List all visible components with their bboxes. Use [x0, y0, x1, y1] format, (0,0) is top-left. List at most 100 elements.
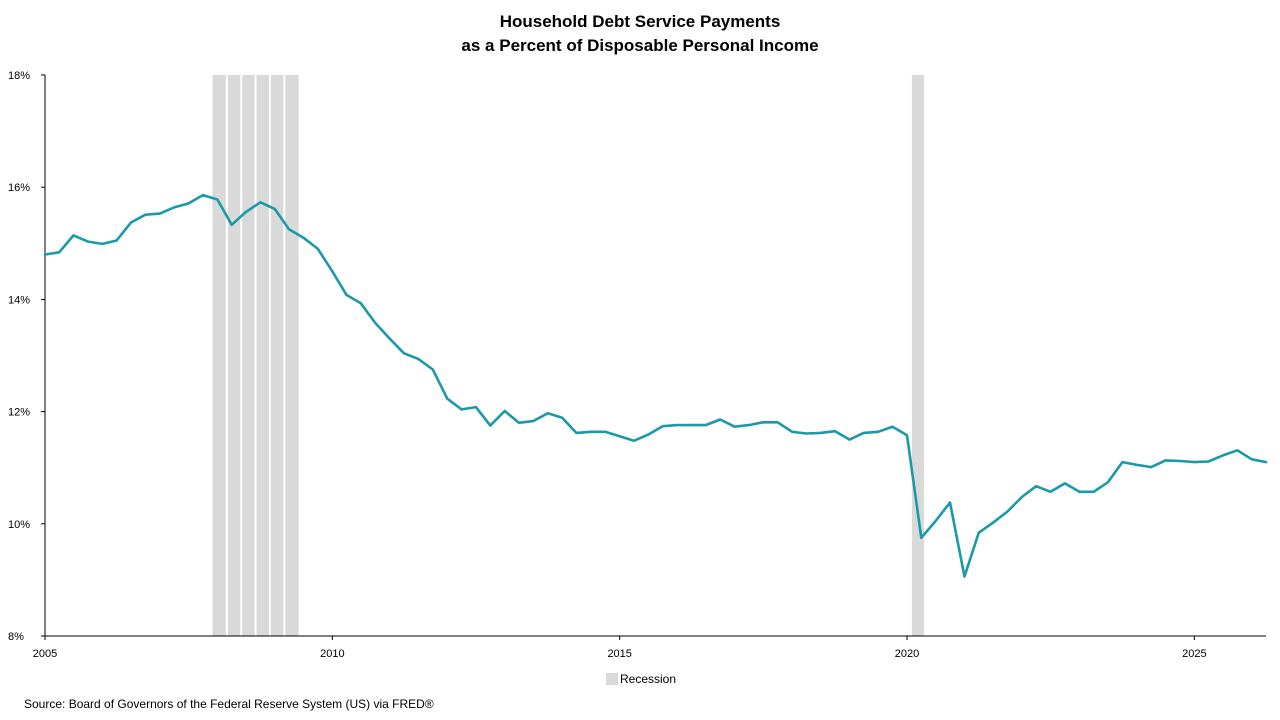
data-point	[216, 198, 219, 201]
chart-title-line-1: Household Debt Service Payments	[499, 12, 781, 31]
axes	[44, 75, 1266, 637]
data-point	[618, 435, 621, 438]
data-point	[934, 520, 937, 522]
data-point	[446, 397, 449, 400]
y-tick-label: 16%	[8, 182, 30, 194]
data-point	[1265, 461, 1267, 463]
data-point	[561, 417, 563, 419]
data-point	[1078, 491, 1081, 493]
data-point	[862, 432, 865, 434]
data-point	[1236, 449, 1239, 452]
data-point	[317, 248, 319, 250]
data-point	[1150, 466, 1152, 468]
data-point	[274, 208, 276, 210]
recession-swatch	[606, 673, 618, 685]
data-point	[633, 440, 635, 442]
data-point	[489, 424, 492, 427]
legend: Recession	[606, 672, 676, 686]
data-point	[834, 430, 836, 433]
data-point	[719, 418, 721, 421]
data-point	[345, 294, 348, 296]
data-point	[288, 228, 290, 231]
data-point	[1092, 491, 1095, 493]
data-point	[748, 424, 750, 426]
data-point	[920, 537, 923, 539]
y-tick-label: 14%	[8, 294, 30, 306]
data-point	[690, 424, 693, 426]
data-point	[460, 408, 463, 411]
data-point	[1021, 496, 1023, 498]
data-point	[805, 432, 808, 435]
data-point	[704, 424, 707, 426]
data-point	[848, 438, 851, 441]
data-point	[518, 422, 520, 424]
data-point	[360, 302, 362, 305]
data-point	[1064, 482, 1066, 485]
y-tick-label: 18%	[8, 70, 30, 82]
data-point	[977, 532, 980, 534]
data-point	[1251, 458, 1253, 461]
chart-title-line-2: as a Percent of Disposable Personal Inco…	[461, 36, 819, 55]
legend-recession-label: Recession	[620, 672, 677, 686]
data-point	[302, 236, 305, 239]
data-point	[776, 421, 779, 424]
data-point	[1136, 464, 1138, 466]
data-point	[173, 206, 175, 209]
data-point	[1193, 461, 1196, 463]
data-point	[432, 368, 434, 371]
data-point	[159, 212, 161, 215]
data-point	[575, 432, 578, 434]
data-point	[1164, 459, 1167, 462]
x-tick-label: 2025	[1182, 648, 1206, 660]
data-point	[733, 425, 736, 428]
data-point	[604, 431, 606, 433]
data-point	[819, 432, 822, 434]
data-point	[1222, 454, 1224, 457]
data-point	[331, 270, 334, 273]
axis-ticks: 8% 10% 12% 14% 16% 18% 2005 2010 2015 2020 2025	[8, 70, 1207, 660]
data-point	[676, 424, 678, 426]
x-tick-label: 2010	[320, 648, 344, 660]
data-point	[389, 337, 391, 340]
data-point	[58, 251, 60, 254]
data-point	[230, 224, 233, 226]
x-tick-label: 2020	[895, 648, 919, 660]
data-point	[130, 221, 132, 224]
data-point	[546, 412, 549, 415]
data-point	[949, 501, 951, 504]
chart-title: Household Debt Service Payments as a Per…	[0, 10, 1280, 58]
data-point	[1121, 461, 1124, 463]
data-point	[417, 358, 420, 360]
data-point	[44, 253, 46, 256]
series-layer	[43, 193, 1268, 578]
data-point	[1035, 485, 1037, 488]
data-point	[503, 410, 506, 412]
data-point	[187, 202, 190, 205]
data-point	[245, 211, 247, 213]
data-point	[115, 239, 118, 242]
data-point	[1049, 491, 1052, 493]
data-point	[144, 213, 147, 216]
data-point	[891, 425, 894, 428]
data-point	[101, 243, 104, 245]
data-point	[72, 234, 75, 237]
x-tick-label: 2015	[607, 648, 631, 660]
data-point	[259, 201, 262, 204]
data-point	[647, 433, 649, 436]
data-point	[532, 420, 534, 422]
data-point	[403, 352, 405, 355]
data-point	[87, 240, 89, 243]
data-point	[374, 322, 377, 324]
data-point	[1207, 460, 1210, 463]
data-point	[762, 421, 764, 424]
data-point	[877, 431, 879, 433]
data-point	[992, 521, 994, 524]
data-point	[906, 434, 908, 437]
data-point	[589, 431, 592, 433]
source-note: Source: Board of Governors of the Federa…	[24, 697, 434, 711]
x-tick-label: 2005	[33, 648, 57, 660]
data-point	[1107, 481, 1109, 484]
data-point	[1179, 460, 1181, 462]
data-point	[1006, 510, 1009, 513]
series-line	[43, 193, 1268, 578]
